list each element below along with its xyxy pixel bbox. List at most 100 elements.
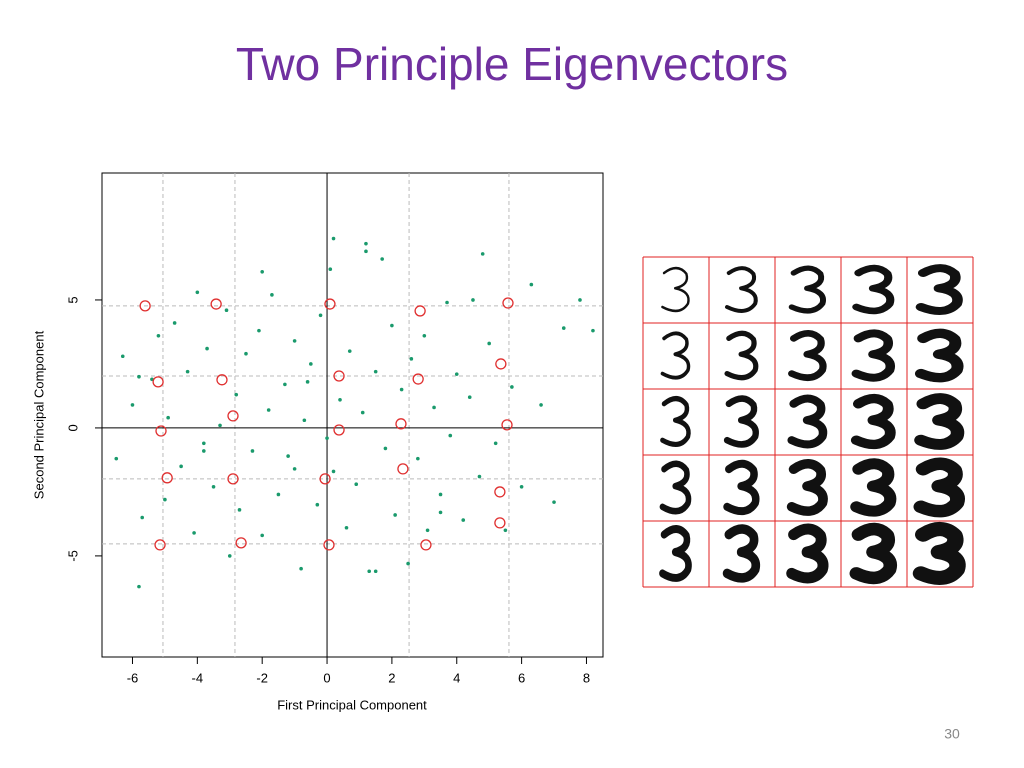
point: [318, 313, 323, 318]
digit-image: [786, 459, 828, 516]
highlighted-point: [501, 419, 513, 431]
digit-image: [850, 393, 896, 450]
point: [331, 469, 336, 474]
point: [140, 515, 145, 520]
point: [234, 392, 239, 397]
point: [461, 518, 466, 522]
highlighted-point: [323, 539, 335, 551]
y-tick-label: 0: [65, 424, 80, 431]
digit-image: [787, 394, 828, 449]
point: [529, 282, 534, 287]
highlighted-point: [161, 472, 173, 484]
point: [237, 508, 242, 512]
point: [409, 357, 414, 361]
x-axis-label: First Principal Component: [277, 697, 427, 712]
point: [211, 484, 216, 489]
digit-image: [852, 264, 895, 315]
point: [257, 328, 261, 333]
point: [477, 474, 482, 479]
digit-image: [659, 525, 692, 582]
point: [328, 267, 333, 272]
point: [179, 464, 183, 469]
highlighted-point: [324, 298, 336, 310]
point: [270, 293, 274, 297]
point: [380, 257, 384, 261]
point: [276, 492, 281, 497]
digit-image: [725, 266, 758, 313]
digit-image: [723, 395, 759, 448]
point: [130, 403, 135, 407]
y-tick-label: -5: [65, 550, 80, 562]
page-number: 30: [944, 726, 960, 742]
point: [185, 369, 190, 374]
digit-image: [913, 457, 965, 518]
highlighted-point: [494, 517, 506, 529]
point: [347, 349, 352, 353]
highlighted-point: [319, 473, 331, 485]
highlighted-point: [152, 376, 164, 388]
point: [510, 385, 514, 389]
point: [292, 467, 297, 471]
point: [338, 397, 342, 402]
y-axis-label: Second Principal Component: [31, 330, 46, 499]
digit-image: [915, 264, 963, 315]
digit-image: [912, 521, 966, 585]
point: [399, 387, 404, 392]
point: [364, 249, 368, 254]
point: [325, 436, 329, 440]
highlighted-point: [154, 539, 166, 551]
point: [156, 333, 161, 338]
point: [283, 382, 287, 387]
point: [383, 446, 388, 451]
point: [393, 513, 397, 517]
point: [454, 372, 459, 376]
point: [299, 566, 303, 571]
x-tick-label: 4: [453, 670, 460, 685]
point: [250, 449, 255, 453]
point: [244, 351, 248, 356]
highlighted-point: [235, 537, 247, 549]
highlighted-point: [216, 374, 228, 386]
point: [286, 454, 290, 458]
y-tick-label: 5: [65, 296, 80, 303]
point: [354, 482, 359, 487]
point: [519, 484, 524, 489]
digit-image: [851, 329, 895, 382]
x-tick-label: -2: [256, 670, 268, 685]
point: [302, 418, 307, 423]
digit-grid: [642, 256, 974, 588]
point: [163, 497, 167, 502]
point: [425, 528, 430, 533]
highlighted-point: [495, 358, 507, 370]
point: [331, 236, 336, 241]
point: [172, 321, 177, 325]
digit-image: [660, 331, 691, 380]
point: [292, 339, 297, 343]
point: [192, 531, 196, 535]
point: [266, 408, 271, 412]
digit-image: [914, 328, 964, 383]
digit-image: [722, 524, 761, 583]
point: [260, 533, 264, 538]
digit-image: [723, 459, 760, 516]
highlighted-point: [333, 424, 345, 436]
point: [471, 298, 475, 302]
point: [487, 341, 491, 346]
point: [373, 569, 378, 574]
point: [305, 380, 310, 384]
highlighted-point: [155, 425, 167, 437]
point: [438, 510, 443, 515]
point: [260, 269, 264, 274]
point: [503, 528, 508, 533]
digit-image: [914, 393, 965, 450]
point: [137, 374, 141, 379]
highlighted-point: [420, 539, 432, 551]
digit-image: [659, 460, 692, 515]
point: [367, 569, 372, 574]
point: [422, 333, 427, 338]
digit-image: [850, 458, 897, 517]
point: [552, 500, 556, 504]
x-tick-label: -4: [192, 670, 204, 685]
x-tick-label: 8: [583, 670, 590, 685]
